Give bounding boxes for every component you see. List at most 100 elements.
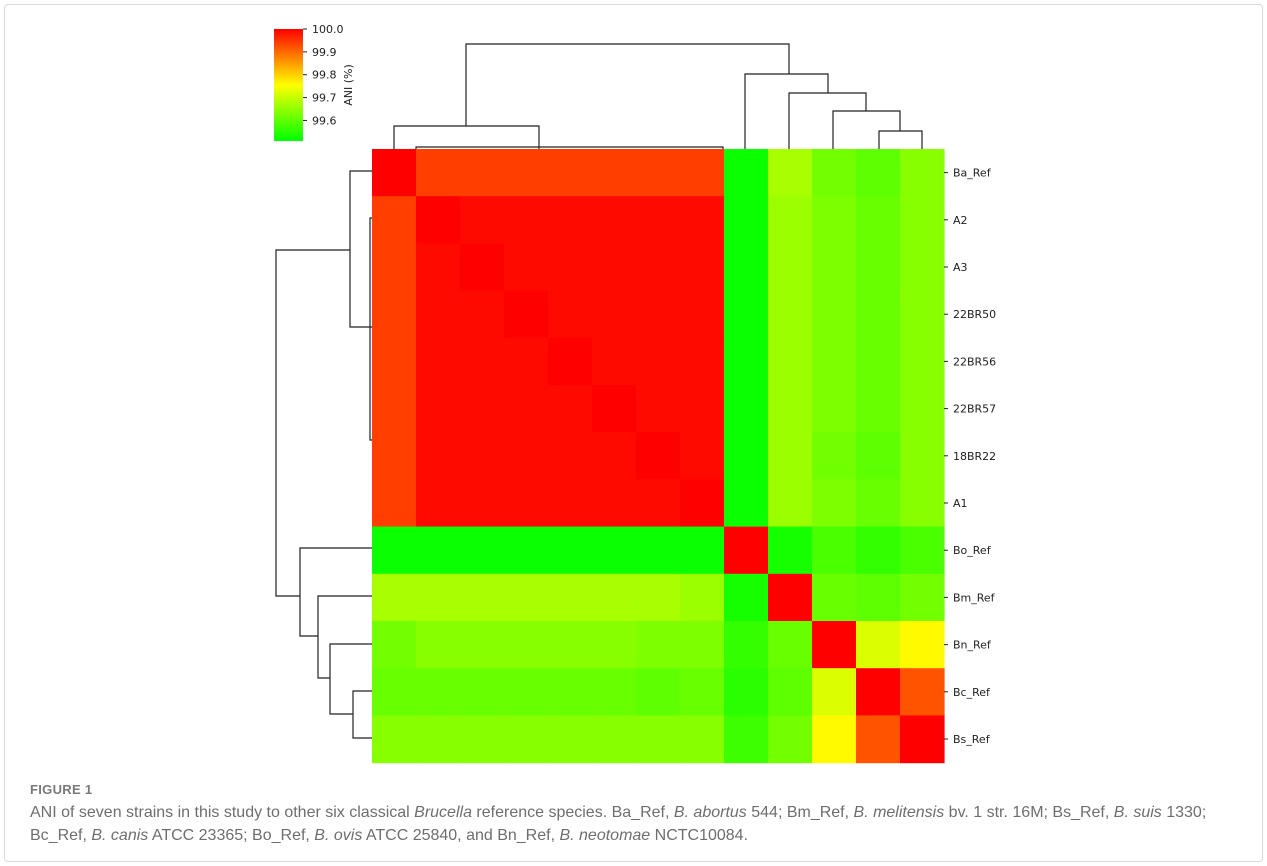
heatmap-cell: [812, 621, 857, 669]
heatmap-cell: [680, 337, 725, 386]
dendrogram-link: [744, 73, 829, 149]
heatmap-cell: [856, 668, 901, 716]
heatmap-cell: [724, 621, 769, 669]
heatmap-cell: [768, 479, 813, 528]
heatmap-cell: [812, 432, 857, 480]
colorbar-label: ANI (%): [342, 64, 355, 106]
heatmap-cell: [592, 290, 637, 339]
heatmap-cell: [460, 668, 505, 716]
heatmap-cell: [592, 573, 637, 622]
colorbar-tick-label: 99.8: [312, 69, 337, 82]
heatmap-cell: [460, 290, 505, 339]
heatmap-cell: [724, 479, 769, 528]
heatmap-cell: [460, 385, 505, 433]
heatmap-cell: [504, 573, 549, 622]
heatmap-cell: [548, 621, 593, 669]
heatmap-cell: [592, 337, 637, 386]
heatmap-cell: [504, 479, 549, 528]
heatmap-cell: [680, 715, 725, 764]
dendrogram-link: [352, 690, 372, 739]
heatmap-cell: [856, 337, 901, 386]
heatmap-cell: [812, 526, 857, 575]
heatmap-cell: [724, 196, 769, 244]
heatmap-cell: [856, 196, 901, 244]
heatmap-cell: [372, 432, 417, 480]
heatmap-cell: [768, 573, 813, 622]
heatmap-cell: [724, 668, 769, 716]
heatmap-cell: [372, 385, 417, 433]
dendrogram-link: [465, 43, 790, 126]
heatmap-cell: [636, 385, 681, 433]
heatmap-cell: [372, 196, 417, 244]
heatmap-cell: [680, 243, 725, 292]
heatmap-cell: [416, 385, 461, 433]
heatmap-cell: [592, 196, 637, 244]
heatmap-cell: [724, 243, 769, 292]
heatmap-cell: [460, 337, 505, 386]
heatmap-cell: [460, 621, 505, 669]
heatmap-cell: [548, 526, 593, 575]
heatmap-cell: [900, 290, 945, 339]
heatmap-cell: [636, 290, 681, 339]
caption-italic-text: B. canis: [91, 827, 149, 844]
heatmap-cell: [900, 337, 945, 386]
heatmap-cell: [768, 196, 813, 244]
caption-text-span: 544; Bm_Ref,: [746, 804, 854, 821]
heatmap-cell: [460, 573, 505, 622]
heatmap-cell: [372, 290, 417, 339]
heatmap-cell: [592, 432, 637, 480]
heatmap-cell: [460, 243, 505, 292]
heatmap-cell: [592, 668, 637, 716]
heatmap-cell: [504, 715, 549, 764]
heatmap-cell: [636, 243, 681, 292]
figure-frame: [4, 4, 1263, 862]
heatmap-cell: [768, 432, 813, 480]
heatmap-cell: [812, 243, 857, 292]
heatmap-cell: [680, 385, 725, 433]
figure-caption: FIGURE 1 ANI of seven strains in this st…: [30, 782, 1245, 847]
heatmap-cell: [724, 290, 769, 339]
colorbar: 100.0 99.9 99.8 99.7 99.6 ANI (%): [274, 23, 355, 141]
heatmap-cell: [548, 668, 593, 716]
heatmap-cell: [504, 432, 549, 480]
caption-italic-text: B. abortus: [673, 804, 747, 821]
heatmap-cell: [504, 149, 549, 197]
heatmap-cell: [812, 196, 857, 244]
heatmap-cell: [372, 526, 417, 575]
heatmap-cell: [724, 337, 769, 386]
heatmap-cell: [768, 715, 813, 764]
row-label: Bc_Ref: [953, 686, 991, 699]
heatmap-cell: [416, 479, 461, 528]
dendrogram-link: [369, 217, 372, 441]
heatmap-cell: [900, 479, 945, 528]
heatmap-cell: [900, 243, 945, 292]
heatmap-cell: [372, 668, 417, 716]
caption-text-span: bv. 1 str. 16M; Bs_Ref,: [944, 804, 1114, 821]
heatmap-cell: [680, 432, 725, 480]
heatmap-cell: [900, 385, 945, 433]
dendrogram-link: [393, 125, 540, 149]
caption-text-span: ANI of seven strains in this study to ot…: [30, 804, 415, 821]
heatmap-cell: [812, 290, 857, 339]
heatmap-cell: [680, 479, 725, 528]
heatmap-cell: [636, 337, 681, 386]
heatmap-cell: [856, 385, 901, 433]
heatmap-cell: [636, 479, 681, 528]
row-label: 22BR56: [953, 355, 996, 368]
heatmap-cell: [680, 621, 725, 669]
heatmap-cell: [900, 715, 945, 764]
heatmap-cell: [724, 526, 769, 575]
colorbar-tick-label: 99.7: [312, 92, 337, 105]
column-dendrogram: [393, 43, 923, 149]
heatmap-cell: [372, 715, 417, 764]
dendrogram-link: [275, 249, 350, 597]
caption-italic-text: B. neotomae: [559, 827, 651, 844]
caption-italic-text: B. ovis: [314, 827, 363, 844]
heatmap-cell: [548, 290, 593, 339]
heatmap-cell: [900, 196, 945, 244]
heatmap-cell: [724, 715, 769, 764]
heatmap-cell: [724, 573, 769, 622]
heatmap-cell: [548, 715, 593, 764]
caption-text-span: ATCC 23365; Bo_Ref,: [148, 827, 315, 844]
heatmap-cell: [592, 526, 637, 575]
